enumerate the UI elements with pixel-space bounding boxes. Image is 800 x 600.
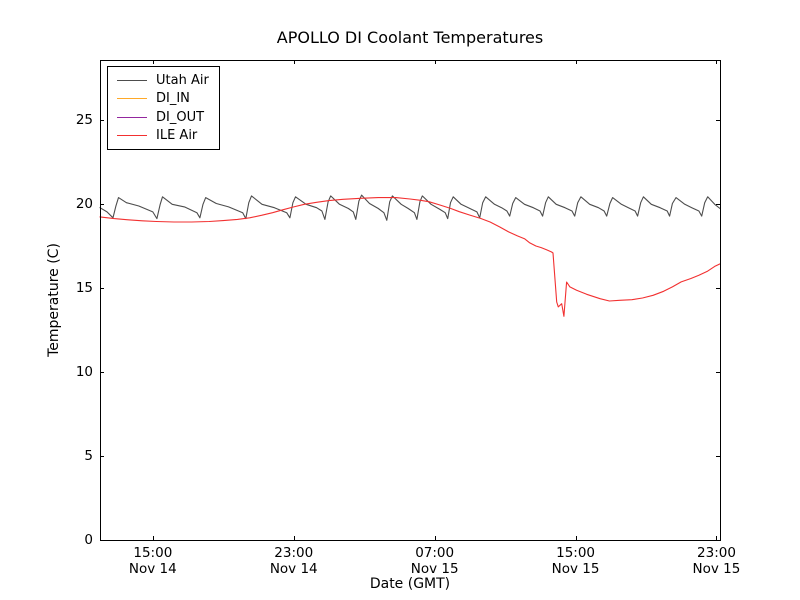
y-tick-label: 0 <box>84 532 93 548</box>
y-axis-label: Temperature (C) <box>46 243 62 357</box>
legend-line-swatch-ile-air <box>117 135 147 137</box>
x-tick-label: 15:00 Nov 14 <box>108 545 198 578</box>
x-tick-date: Nov 14 <box>269 560 318 577</box>
series-line-ile-air <box>99 197 721 317</box>
y-tick-label: 5 <box>84 448 93 465</box>
y-tick-label: 20 <box>75 196 93 213</box>
x-tick-date: Nov 15 <box>410 560 459 577</box>
legend-item-di-in: DI_IN <box>117 90 209 109</box>
y-tick-label: 25 <box>75 112 93 129</box>
x-axis-label: Date (GMT) <box>369 576 451 592</box>
legend-line-swatch-di-out <box>117 116 147 118</box>
series-line-utah-air <box>99 194 721 221</box>
x-tick-time: 23:00 <box>274 545 314 561</box>
x-tick-label: 07:00 Nov 15 <box>390 545 480 578</box>
x-tick-label: 15:00 Nov 15 <box>531 545 621 578</box>
legend-item-di-out: DI_OUT <box>117 108 209 127</box>
legend-line-swatch-utah-air <box>117 79 147 81</box>
legend-label-utah-air: Utah Air <box>156 72 209 88</box>
x-tick-date: Nov 15 <box>551 560 600 577</box>
legend-item-ile-air: ILE Air <box>117 127 209 146</box>
legend-item-utah-air: Utah Air <box>117 71 209 90</box>
y-tick-label: 10 <box>75 364 93 381</box>
y-tick-label: 15 <box>75 280 93 297</box>
legend: Utah Air DI_IN DI_OUT ILE Air <box>107 66 220 150</box>
x-tick-time: 07:00 <box>415 545 455 561</box>
x-tick-date: Nov 15 <box>692 560 741 577</box>
x-tick-label: 23:00 Nov 15 <box>671 545 761 578</box>
axes-frame <box>100 60 721 541</box>
x-tick-time: 23:00 <box>697 545 736 561</box>
x-tick-label: 23:00 Nov 14 <box>249 545 339 578</box>
x-tick-date: Nov 14 <box>128 560 177 577</box>
legend-label-di-out: DI_OUT <box>156 109 205 125</box>
chart-title: APOLLO DI Coolant Temperatures <box>276 28 544 47</box>
x-tick-time: 15:00 <box>133 545 173 561</box>
legend-label-ile-air: ILE Air <box>156 128 198 144</box>
legend-line-swatch-di-in <box>117 98 147 100</box>
x-tick-time: 15:00 <box>556 545 596 561</box>
legend-label-di-in: DI_IN <box>156 91 190 107</box>
